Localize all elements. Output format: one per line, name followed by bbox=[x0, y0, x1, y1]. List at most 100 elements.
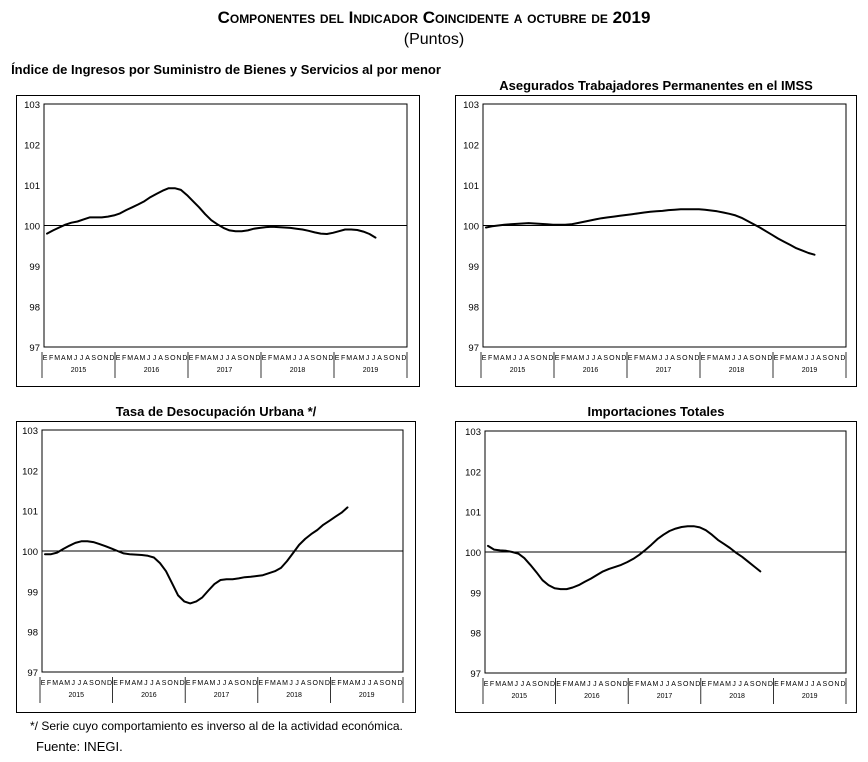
chart-1-month-label: M bbox=[358, 355, 364, 362]
chart-4-month-label: O bbox=[683, 681, 689, 688]
chart-3-year-label-2018: 2018 bbox=[286, 692, 302, 699]
chart-4-month-label: F bbox=[490, 681, 494, 688]
chart-2-month-label: J bbox=[665, 355, 669, 362]
chart-1-month-label: M bbox=[346, 355, 352, 362]
chart-4-ytick-97: 97 bbox=[470, 669, 481, 680]
chart-2-month-label: O bbox=[682, 355, 688, 362]
chart-1-month-label: E bbox=[116, 355, 121, 362]
chart-4-month-label: J bbox=[666, 681, 670, 688]
chart-3-month-label: J bbox=[150, 680, 154, 687]
chart-4-month-label: M bbox=[786, 681, 792, 688]
chart-1-month-label: N bbox=[176, 355, 181, 362]
chart-1-month-label: M bbox=[66, 355, 72, 362]
chart-2-ytick-102: 102 bbox=[463, 141, 479, 152]
chart-1-month-label: J bbox=[74, 355, 78, 362]
chart-3-month-label: A bbox=[83, 680, 88, 687]
chart-4-month-label: N bbox=[689, 681, 694, 688]
chart-1-year-label-2017: 2017 bbox=[217, 367, 233, 374]
chart-3-month-label: F bbox=[337, 680, 341, 687]
chart-3-month-label: M bbox=[343, 680, 349, 687]
chart-4-month-label: A bbox=[599, 681, 604, 688]
chart-3-month-label: O bbox=[385, 680, 391, 687]
chart-4-month-label: A bbox=[744, 681, 749, 688]
chart-3-ytick-98: 98 bbox=[27, 628, 38, 639]
chart-4-month-label: S bbox=[677, 681, 682, 688]
chart-2-month-label: M bbox=[785, 355, 791, 362]
chart-3-month-label: S bbox=[379, 680, 384, 687]
chart-3-ytick-99: 99 bbox=[27, 587, 38, 598]
chart-2-month-label: S bbox=[822, 355, 827, 362]
chart-2-month-label: O bbox=[828, 355, 834, 362]
chart-2-series-line bbox=[485, 208, 816, 256]
chart-4-month-label: A bbox=[816, 681, 821, 688]
chart-2-month-label: J bbox=[519, 355, 523, 362]
chart-4-frame bbox=[455, 421, 857, 713]
chart-1-month-label: J bbox=[372, 355, 376, 362]
chart-3-month-label: O bbox=[167, 680, 173, 687]
chart-4-month-label: E bbox=[629, 681, 634, 688]
chart-2-month-label: N bbox=[615, 355, 620, 362]
chart-4-month-label: D bbox=[768, 681, 773, 688]
chart-3-month-label: M bbox=[355, 680, 361, 687]
chart-4-month-label: E bbox=[701, 681, 706, 688]
chart-3-month-label: J bbox=[289, 680, 293, 687]
chart-4-month-label: J bbox=[515, 681, 519, 688]
chart-2-month-label: M bbox=[797, 355, 803, 362]
chart-1-ytick-98: 98 bbox=[29, 303, 40, 314]
chart-4-month-label: N bbox=[544, 681, 549, 688]
chart-1-month-label: J bbox=[293, 355, 297, 362]
chart-3-ytick-103: 103 bbox=[22, 426, 38, 437]
chart-4-month-label: N bbox=[762, 681, 767, 688]
chart-3-month-label: A bbox=[228, 680, 233, 687]
chart-3-month-label: M bbox=[137, 680, 143, 687]
chart-1-month-label: J bbox=[147, 355, 151, 362]
chart-2-month-label: D bbox=[694, 355, 699, 362]
chart-3-month-label: N bbox=[391, 680, 396, 687]
chart-3-month-label: D bbox=[325, 680, 330, 687]
chart-2-month-label: S bbox=[676, 355, 681, 362]
chart-4-month-label: A bbox=[502, 681, 507, 688]
chart-3-month-label: A bbox=[301, 680, 306, 687]
chart-3-month-label: F bbox=[120, 680, 124, 687]
chart-3-month-label: E bbox=[258, 680, 263, 687]
chart-3-year-label-2017: 2017 bbox=[214, 692, 230, 699]
chart-1-month-label: N bbox=[249, 355, 254, 362]
chart-1-month-label: M bbox=[54, 355, 60, 362]
chart-1-ytick-101: 101 bbox=[24, 181, 40, 192]
chart-3-month-label: F bbox=[265, 680, 269, 687]
chart-1-month-label: A bbox=[304, 355, 309, 362]
chart-2-month-label: N bbox=[688, 355, 693, 362]
page-subtitle: (Puntos) bbox=[403, 31, 465, 48]
chart-1-month-label: D bbox=[255, 355, 260, 362]
chart-2-month-label: S bbox=[749, 355, 754, 362]
chart-3-frame bbox=[16, 421, 416, 713]
chart-3-month-label: M bbox=[197, 680, 203, 687]
chart-2-year-label-2018: 2018 bbox=[729, 367, 745, 374]
chart-4-month-label: N bbox=[834, 681, 839, 688]
chart-2-month-label: M bbox=[724, 355, 730, 362]
chart-1-month-label: A bbox=[353, 355, 358, 362]
chart-1-month-label: F bbox=[341, 355, 345, 362]
chart-1-ytick-103: 103 bbox=[24, 100, 40, 111]
chart-2-month-label: A bbox=[524, 355, 529, 362]
chart-1-ytick-99: 99 bbox=[29, 262, 40, 273]
chart-4-month-label: N bbox=[617, 681, 622, 688]
chart-4-month-label: F bbox=[708, 681, 712, 688]
chart-1-month-label: A bbox=[377, 355, 382, 362]
chart-4-month-label: S bbox=[605, 681, 610, 688]
chart-1-month-label: M bbox=[200, 355, 206, 362]
chart-1-month-label: E bbox=[335, 355, 340, 362]
chart-3-month-label: E bbox=[331, 680, 336, 687]
chart-4-month-label: J bbox=[811, 681, 815, 688]
chart-3-month-label: A bbox=[59, 680, 64, 687]
chart-3-month-label: N bbox=[101, 680, 106, 687]
chart-3-month-label: S bbox=[307, 680, 312, 687]
chart-3-year-label-2015: 2015 bbox=[69, 692, 85, 699]
chart-4-ytick-100: 100 bbox=[465, 548, 481, 559]
chart-3-month-label: E bbox=[186, 680, 191, 687]
chart-2-year-label-2016: 2016 bbox=[583, 367, 599, 374]
chart-4-month-label: S bbox=[750, 681, 755, 688]
chart-2-year-label-2017: 2017 bbox=[656, 367, 672, 374]
chart-2-month-label: N bbox=[542, 355, 547, 362]
